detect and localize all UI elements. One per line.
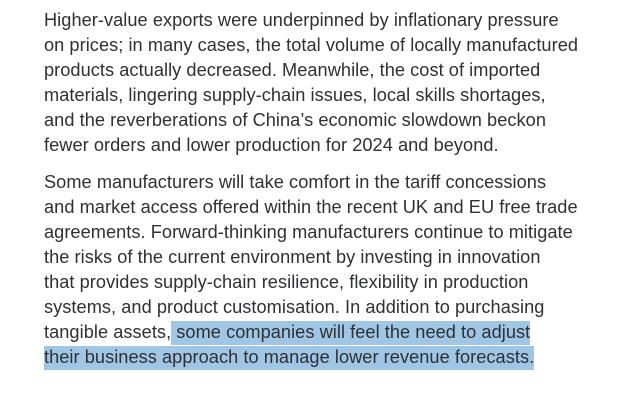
paragraph-2: Some manufacturers will take comfort in … [44, 170, 604, 370]
text-line: and the reverberations of China’s econom… [44, 110, 546, 130]
text-line: materials, lingering supply-chain issues… [44, 85, 546, 105]
highlighted-text[interactable]: some companies will feel the need to adj… [171, 321, 531, 345]
text-line: fewer orders and lower production for 20… [44, 135, 499, 155]
highlighted-text[interactable]: their business approach to manage lower … [44, 346, 535, 370]
text-segment: tangible assets, [44, 322, 172, 342]
text-line: the risks of the current environment by … [44, 247, 541, 267]
text-line: on prices; in many cases, the total volu… [44, 35, 579, 55]
text-line: their business approach to manage lower … [44, 345, 604, 370]
text-line: tangible assets, some companies will fee… [44, 320, 604, 345]
text-line: that provides supply-chain resilience, f… [44, 272, 529, 292]
text-line: agreements. Forward-thinking manufacture… [44, 222, 573, 242]
text-line: Higher-value exports were underpinned by… [44, 10, 559, 30]
text-line: systems, and product customisation. In a… [44, 297, 545, 317]
text-line: products actually decreased. Meanwhile, … [44, 60, 541, 80]
paragraph-1: Higher-value exports were underpinned by… [44, 8, 604, 158]
document-body: Higher-value exports were underpinned by… [44, 8, 604, 382]
text-line: Some manufacturers will take comfort in … [44, 172, 547, 192]
text-line: and market access offered within the rec… [44, 197, 578, 217]
